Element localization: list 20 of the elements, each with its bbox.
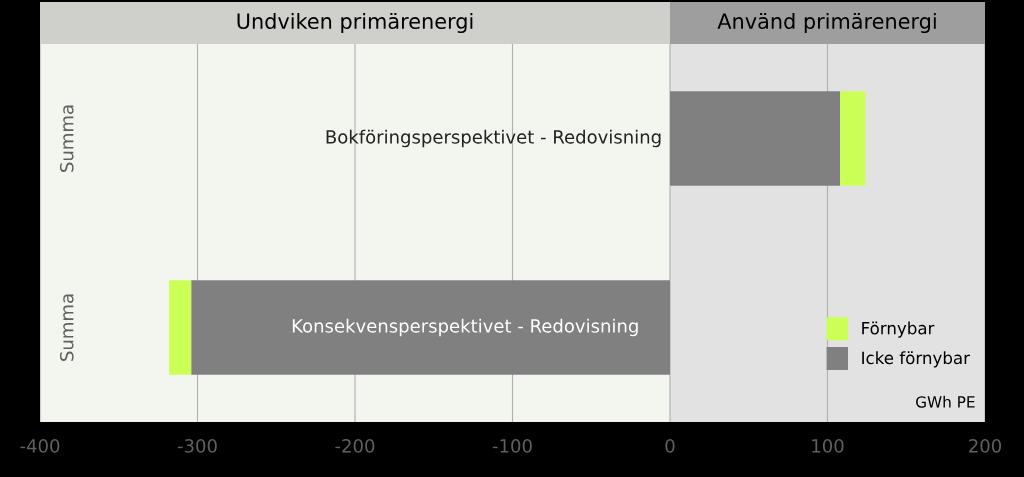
x-tick-label: 200 <box>969 438 1002 453</box>
x-tick-label: -400 <box>20 438 60 453</box>
band-label: Undviken primärenergi <box>237 12 473 34</box>
annotation: Summa <box>59 105 74 172</box>
legend-label: Förnybar <box>862 321 935 338</box>
annotation: GWh PE <box>916 395 975 408</box>
y-tick-label: Bokföringsperspektivet - Redovisning <box>326 129 661 148</box>
legend-label: Icke förnybar <box>862 351 970 368</box>
bar <box>840 91 866 186</box>
annotation: Summa <box>59 294 74 361</box>
x-tick-label: 100 <box>812 438 844 453</box>
x-tick-label: 0 <box>665 438 675 453</box>
bar <box>191 280 670 375</box>
band-label: Använd primärenergi <box>717 12 936 34</box>
x-tick-label: -100 <box>492 438 532 453</box>
bar <box>670 91 841 186</box>
bar <box>169 280 192 375</box>
x-tick-label: -200 <box>335 438 375 453</box>
x-tick-label: -300 <box>177 438 217 453</box>
y-tick-label: Konsekvensperspektivet - Redovisning <box>292 318 638 337</box>
